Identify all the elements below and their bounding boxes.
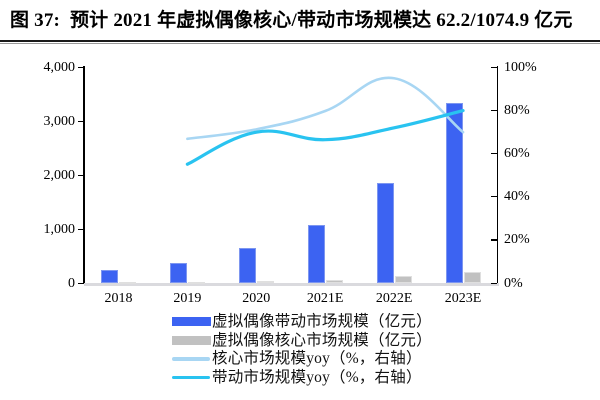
y-axis-left-tick — [77, 67, 84, 69]
legend-item-label: 带动市场规模yoy（%，右轴） — [212, 368, 422, 386]
drive-market-bar — [170, 262, 188, 283]
legend-line-swatch — [172, 375, 210, 379]
y-axis-left-tick-label: 4,000 — [43, 60, 76, 75]
y-axis-left-tick-label: 0 — [68, 275, 75, 291]
y-axis-right-tick — [491, 110, 497, 112]
y-axis-right-tick — [491, 282, 497, 284]
y-axis-left-tick-label: 3,000 — [43, 113, 76, 129]
y-axis-left-tick-label: 1,000 — [43, 221, 76, 237]
x-axis-category-label: 2019 — [173, 291, 202, 306]
y-axis-right-tick-label: 20% — [504, 232, 530, 248]
y-axis-right-line — [496, 66, 498, 283]
y-axis-left-tick-label: 2,000 — [43, 167, 76, 183]
y-axis-right-tick — [491, 239, 497, 241]
drive-market-bar — [239, 248, 257, 283]
x-axis-category-label: 2021E — [306, 291, 344, 306]
y-axis-right-tick — [491, 153, 497, 155]
x-axis-baseline — [84, 283, 499, 286]
chart-plot-area: 0 1,000 2,000 3,000 4,000 0% 20% 40% 60% 80% 100% 2… — [0, 44, 600, 314]
y-axis-left-line — [83, 66, 85, 283]
drive-market-bar — [446, 103, 464, 283]
legend-bar-swatch — [172, 335, 211, 345]
title-rule-thick — [0, 40, 600, 42]
core-market-bar — [188, 281, 206, 284]
y-axis-left-tick — [77, 228, 84, 230]
legend-bar-swatch — [172, 317, 211, 326]
y-axis-right-tick-label: 0% — [504, 275, 523, 291]
y-axis-right-tick — [491, 196, 497, 198]
y-axis-right-tick-label: 60% — [504, 146, 530, 162]
title-rule-thin — [0, 43, 600, 44]
y-axis-right-tick-label: 80% — [504, 103, 530, 119]
drive-market-bar — [308, 225, 326, 283]
x-axis-category-label: 2022E — [375, 291, 413, 306]
drive-market-bar — [377, 183, 395, 283]
legend-item-label: 核心市场规模yoy（%，右轴） — [212, 350, 422, 367]
y-axis-left-tick — [77, 174, 84, 176]
core-market-bar — [326, 279, 344, 283]
y-axis-right-tick — [491, 67, 497, 69]
legend-item-label: 虚拟偶像核心市场规模（亿元） — [212, 331, 432, 349]
legend-line-swatch — [172, 357, 210, 361]
y-axis-right-tick-label: 100% — [504, 60, 537, 75]
x-axis-category-label: 2018 — [104, 291, 133, 306]
drive-market-bar — [101, 269, 119, 283]
core-market-bar — [119, 282, 137, 285]
x-axis-category-label: 2023E — [444, 291, 482, 306]
core-market-bar — [257, 281, 275, 284]
x-axis-category-label: 2020 — [242, 291, 271, 306]
y-axis-right-tick-label: 40% — [504, 189, 530, 205]
y-axis-left-tick — [77, 282, 84, 284]
core-market-bar — [464, 271, 482, 283]
figure-title: 图 37: 预计 2021 年虚拟偶像核心/带动市场规模达 62.2/1074.… — [10, 10, 573, 31]
core-market-bar — [395, 276, 413, 283]
y-axis-left-tick — [77, 120, 84, 123]
legend-item-label: 虚拟偶像带动市场规模（亿元） — [212, 313, 432, 330]
